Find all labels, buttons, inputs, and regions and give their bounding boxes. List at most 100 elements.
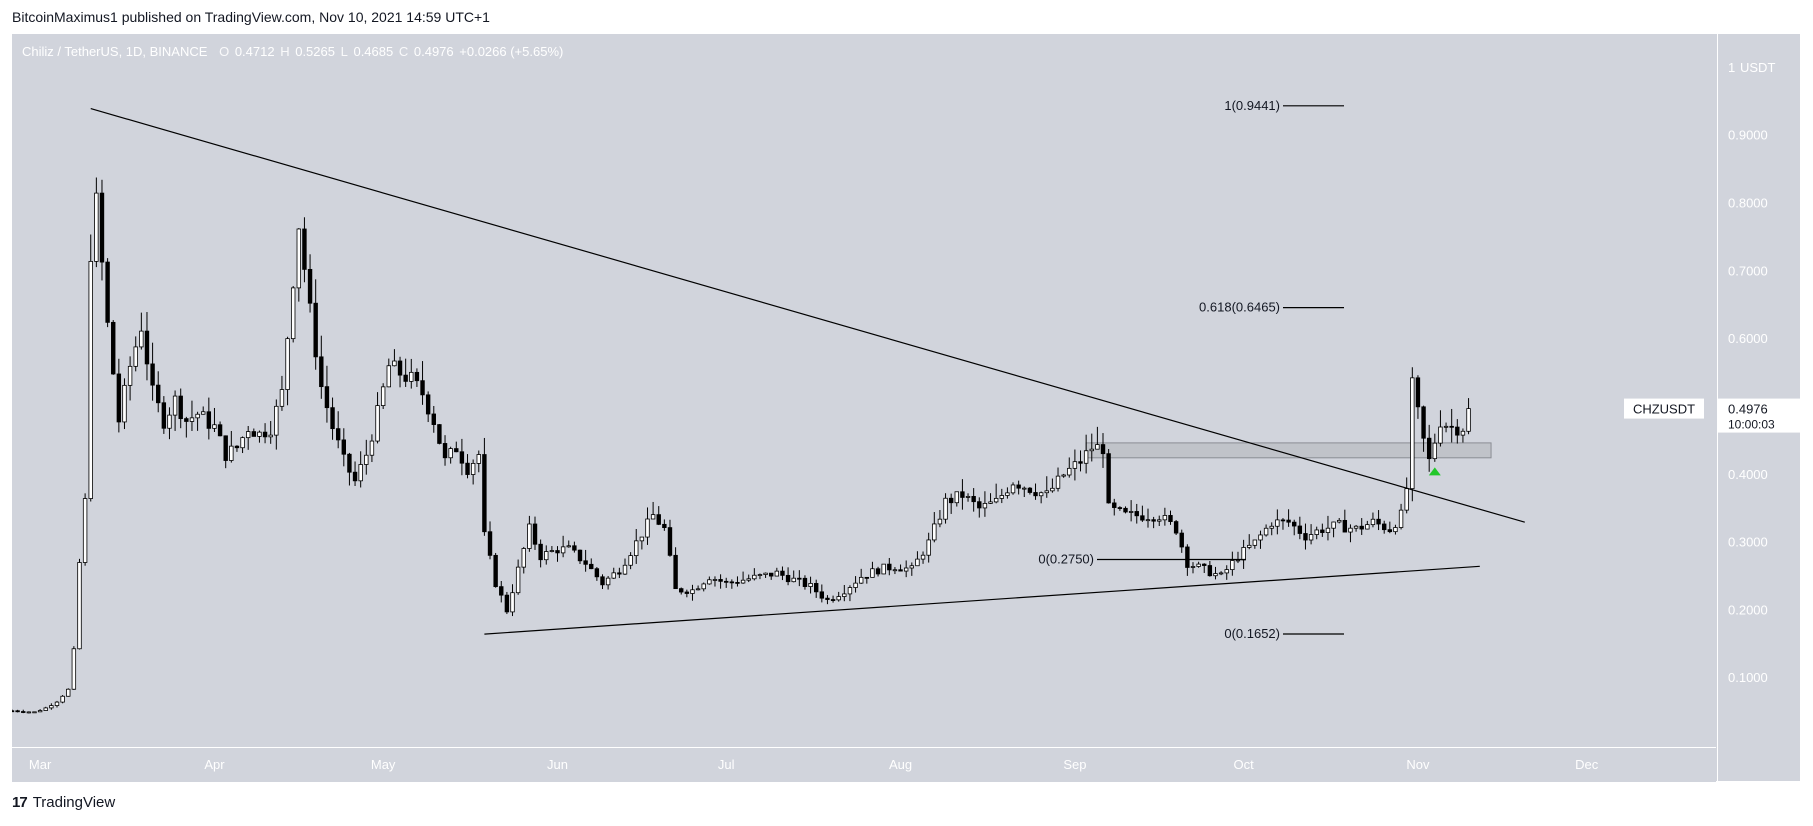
candle-body — [279, 389, 285, 407]
price-axis[interactable]: 0.10000.20000.30000.40000.50000.60000.70… — [1717, 34, 1800, 781]
candle-body — [1320, 529, 1325, 533]
candle-body — [583, 560, 588, 565]
candle-body — [1083, 450, 1089, 464]
fib-level-label: 0(0.2750) — [1038, 552, 1094, 567]
symbol-legend: Chiliz / TetherUS, 1D, BINANCE O 0.4712 … — [22, 44, 565, 59]
candle-body — [566, 545, 571, 548]
candle-body — [290, 287, 296, 340]
candle-body — [577, 549, 583, 562]
candle-body — [229, 445, 234, 461]
candle-body — [1179, 532, 1184, 548]
candle-body — [307, 268, 313, 304]
candle-body — [82, 498, 88, 563]
candle-body — [1292, 521, 1297, 527]
candle-body — [594, 568, 600, 578]
candle-body — [544, 551, 549, 561]
candle-body — [937, 518, 943, 525]
candle-body — [1033, 492, 1038, 497]
candle-body — [881, 563, 886, 575]
candle-body — [813, 583, 819, 593]
candle-body — [105, 261, 110, 323]
candle-body — [465, 462, 470, 475]
candle-body — [212, 424, 217, 429]
candle-body — [1016, 484, 1021, 489]
candle-body — [628, 555, 633, 566]
candle-body — [21, 711, 26, 713]
candle-body — [1398, 509, 1404, 528]
candle-body — [1010, 484, 1016, 494]
candle-body — [386, 365, 391, 388]
candle-body — [1050, 487, 1055, 492]
candle-body — [662, 523, 667, 528]
candle-body — [785, 574, 791, 583]
candle-body — [808, 583, 813, 587]
candle-body — [1438, 426, 1443, 444]
x-tick-label: Mar — [29, 757, 52, 772]
candle-body — [650, 514, 656, 520]
candle-body — [1162, 515, 1168, 521]
candle-body — [707, 579, 712, 585]
candle-body — [380, 386, 386, 406]
candle-body — [965, 496, 971, 498]
candle-body — [245, 431, 251, 439]
candle-body — [150, 363, 155, 386]
fib-level-label: 0.618(0.6465) — [1199, 300, 1280, 315]
footer-brand-label: TradingView — [32, 794, 116, 811]
candle-body — [1353, 525, 1359, 529]
candle-body — [1213, 573, 1218, 577]
fib-level-label: 1(0.9441) — [1224, 98, 1280, 113]
candle-body — [442, 443, 448, 459]
candle-body — [1055, 475, 1061, 489]
candle-body — [302, 228, 307, 270]
y-tick-label: 0.8000 — [1728, 196, 1768, 211]
candle-body — [1286, 519, 1291, 523]
candle-body — [1224, 569, 1229, 574]
candle-body — [262, 431, 268, 438]
candle-body — [611, 572, 616, 579]
candle-body — [397, 360, 403, 376]
candle-body — [1466, 408, 1471, 432]
legend-high: 0.5265 — [295, 44, 335, 59]
candle-body — [999, 495, 1004, 499]
candle-body — [71, 648, 77, 690]
candle-body — [1241, 547, 1246, 561]
candle-body — [515, 566, 521, 594]
candle-body — [1449, 425, 1454, 428]
candle-body — [1044, 490, 1049, 494]
candle-body — [1112, 502, 1117, 508]
x-tick-label: Oct — [1233, 757, 1254, 772]
candle-body — [830, 599, 836, 601]
candle-body — [409, 371, 414, 382]
x-tick-label: May — [371, 757, 396, 772]
candle-body — [948, 497, 954, 504]
candle-body — [172, 395, 178, 416]
candle-body — [1202, 563, 1207, 566]
y-tick-label: 1 — [1728, 60, 1735, 75]
candle-body — [420, 380, 425, 396]
candle-body — [847, 587, 853, 595]
candle-body — [330, 407, 335, 430]
candle-body — [892, 569, 898, 572]
price-tag-value: 0.4976 — [1728, 402, 1768, 417]
x-tick-label: Jul — [718, 757, 735, 772]
publisher-line: BitcoinMaximus1 published on TradingView… — [12, 9, 490, 25]
candle-body — [448, 448, 453, 459]
candle-body — [1038, 492, 1044, 497]
candle-body — [296, 228, 302, 289]
candle-body — [572, 545, 577, 551]
candle-body — [802, 577, 808, 587]
candle-body — [1348, 527, 1353, 533]
legend-close: 0.4976 — [413, 44, 454, 59]
footer-brand[interactable]: 17 TradingView — [12, 794, 115, 811]
candle-body — [1190, 566, 1196, 568]
candle-body — [752, 574, 757, 580]
candle-body — [887, 563, 892, 571]
candle-body — [1410, 377, 1415, 490]
x-tick-label: Dec — [1575, 757, 1599, 772]
candle-body — [319, 356, 324, 388]
candle-body — [352, 471, 358, 482]
time-axis[interactable]: Mar Apr May Jun Jul Aug Sep Oct Nov Dec — [12, 747, 1716, 782]
candle-body — [1325, 527, 1331, 533]
price-pane[interactable]: 1(0.9441) 0.618(0.6465) 0(0.2750) 0(0.1652)… — [12, 34, 1716, 746]
candle-body — [532, 523, 538, 545]
